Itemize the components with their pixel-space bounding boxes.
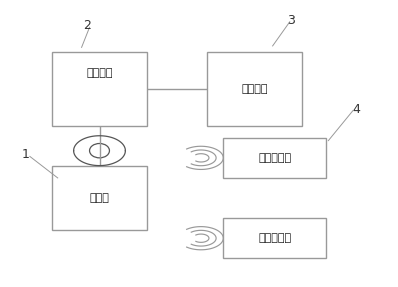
Bar <box>52 52 147 126</box>
Text: 3: 3 <box>287 13 295 27</box>
Bar <box>207 52 302 126</box>
Text: 控制板: 控制板 <box>90 193 109 203</box>
Text: 电动球阀: 电动球阀 <box>86 67 113 77</box>
Text: 门窗感应器: 门窗感应器 <box>258 153 291 163</box>
Bar <box>223 138 326 178</box>
Text: 门窗感应器: 门窗感应器 <box>258 233 291 243</box>
Bar <box>52 166 147 230</box>
Text: 2: 2 <box>84 19 92 32</box>
Text: 1: 1 <box>22 148 30 162</box>
Text: 4: 4 <box>352 102 360 116</box>
Bar <box>223 218 326 258</box>
Text: 风机盘管: 风机盘管 <box>242 84 268 94</box>
